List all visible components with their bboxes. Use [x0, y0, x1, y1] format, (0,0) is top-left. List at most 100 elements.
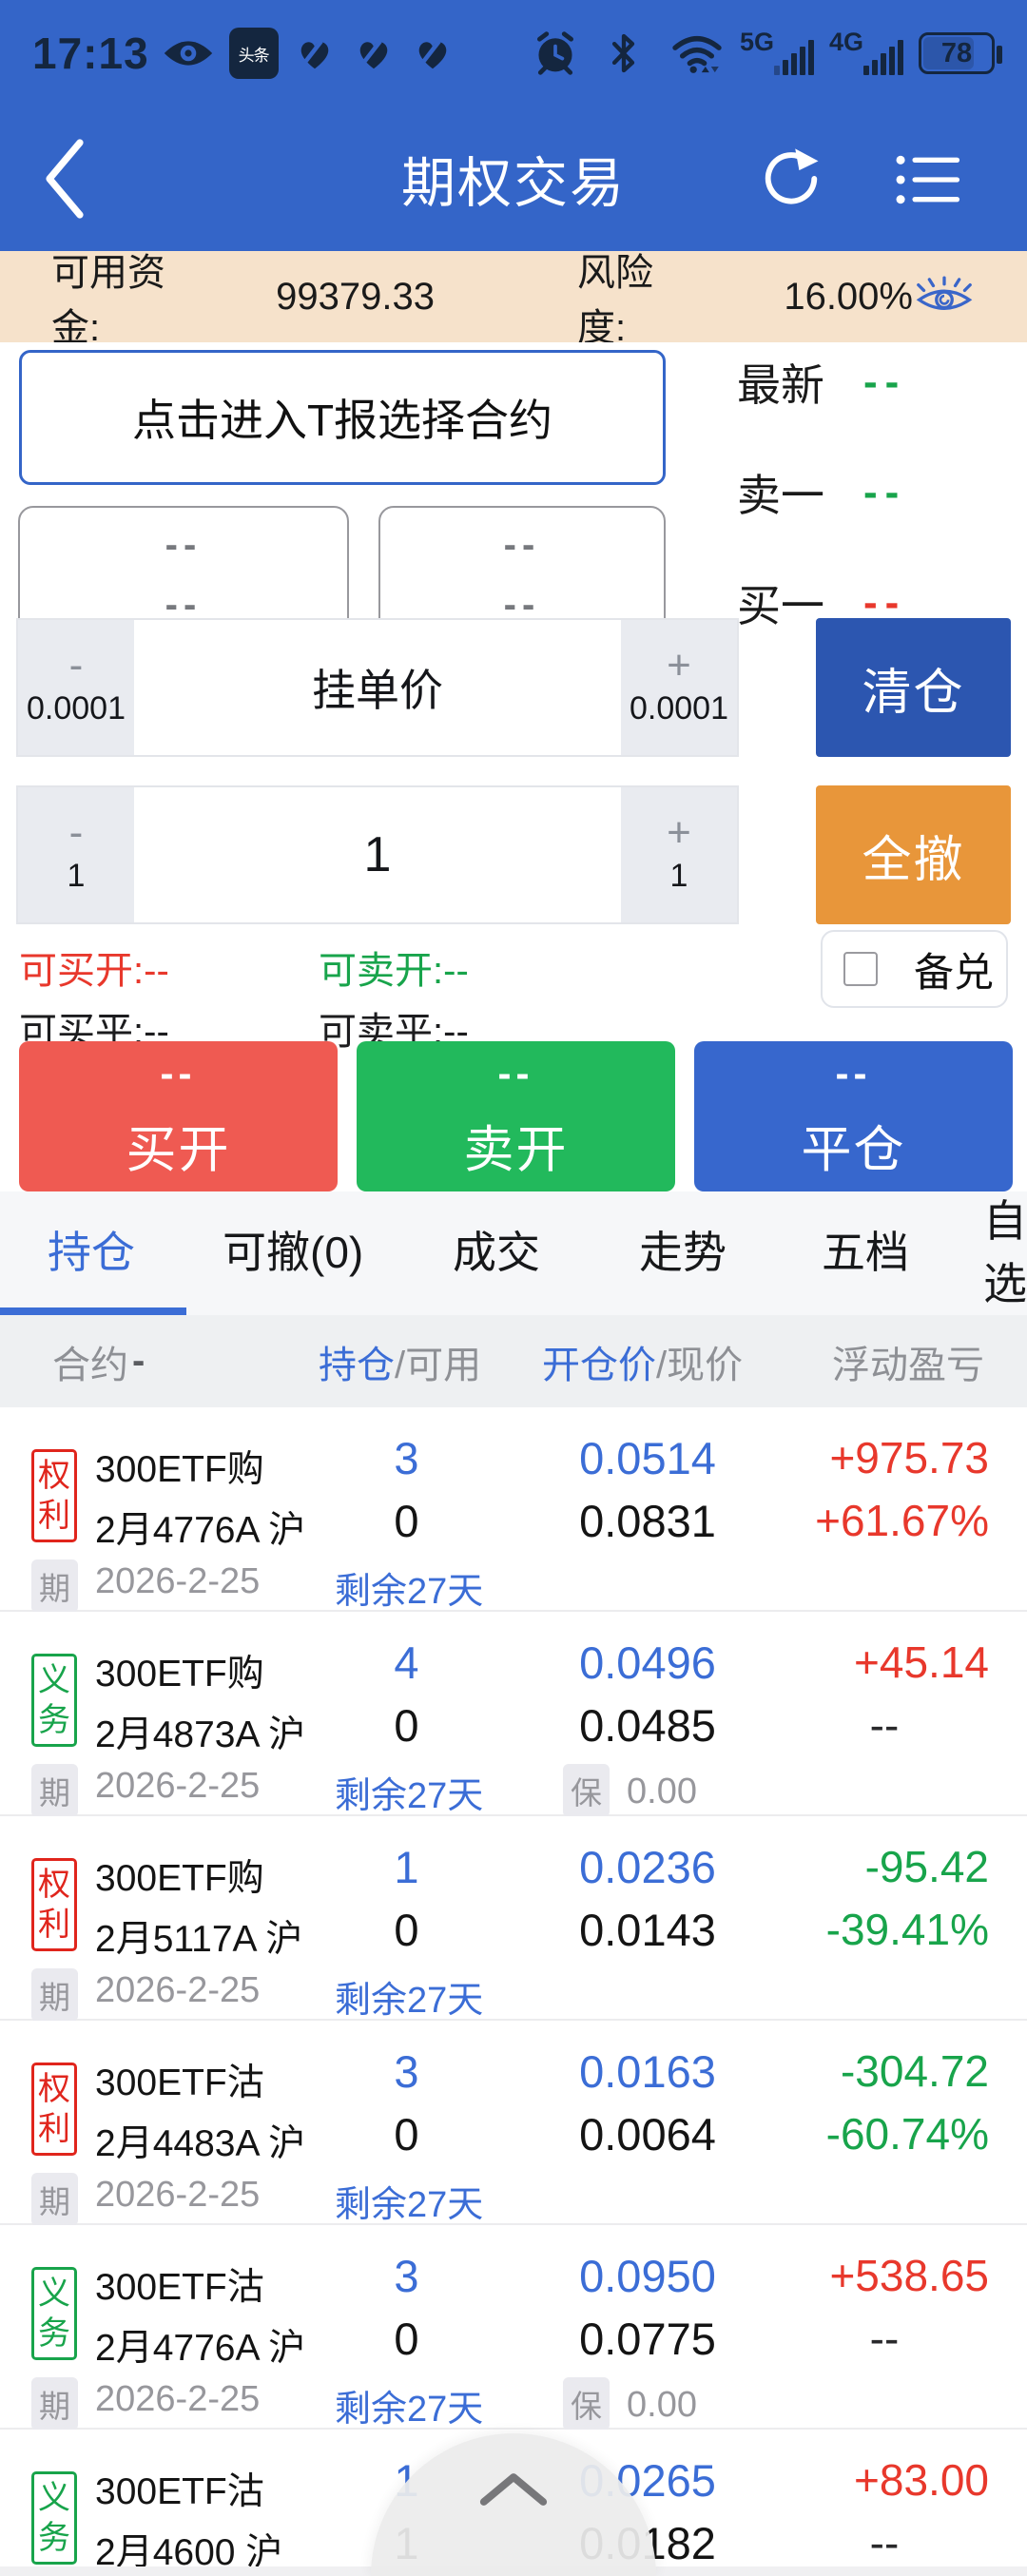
close-position-button[interactable]: -- 平仓 — [694, 1041, 1013, 1191]
minus-icon: - — [68, 808, 84, 856]
wifi-icon — [669, 31, 725, 75]
open-price: 0.0163 — [579, 2046, 716, 2097]
quantity-stepper: - 1 1 + 1 — [16, 785, 739, 924]
alarm-icon — [533, 30, 578, 76]
contract-detail: 2月4600 沪 — [95, 2532, 283, 2573]
quote-bid1-row[interactable]: 买一 -- — [704, 574, 1017, 631]
header-position-available[interactable]: 持仓/可用 — [319, 1344, 482, 1386]
qty-plus-button[interactable]: + 1 — [621, 787, 737, 922]
refresh-button[interactable] — [753, 141, 829, 217]
margin-value: 0.00 — [627, 1771, 697, 1811]
position-type-badge: 权利 — [31, 1858, 77, 1951]
tab-cancelable[interactable]: 可撤(0) — [223, 1228, 364, 1277]
current-price: 0.0485 — [579, 1700, 716, 1751]
battery-icon: 78 — [919, 32, 1002, 74]
close-position-price: -- — [835, 1051, 872, 1095]
days-remaining: 剩余27天 — [335, 1776, 484, 1816]
buy-open-button[interactable]: -- 买开 — [19, 1041, 338, 1191]
back-button[interactable] — [40, 133, 107, 224]
contract-name: 300ETF沽 — [95, 2471, 264, 2512]
position-row[interactable]: 义务 300ETF沽 2月4776A 沪 3 0 0.0950 0.0775 +… — [0, 2225, 1027, 2431]
expiry-date: 2026-2-25 — [95, 2175, 261, 2215]
margin-group: 保 0.00 — [563, 2375, 697, 2431]
bid1-label: 买一 — [737, 581, 824, 630]
menu-list-button[interactable] — [890, 148, 966, 211]
available-funds-value: 99379.33 — [276, 275, 435, 318]
tab-trend[interactable]: 走势 — [639, 1228, 727, 1277]
margin-tag: 保 — [563, 2377, 610, 2431]
qty-minus-button[interactable]: - 1 — [18, 787, 134, 922]
contract-detail: 2月4873A 沪 — [95, 1714, 306, 1755]
status-bar: 17:13 头条 5G — [0, 0, 1027, 107]
position-row[interactable]: 权利 300ETF购 2月4776A 沪 3 0 0.0514 0.0831 +… — [0, 1407, 1027, 1613]
open-price: 0.0496 — [579, 1637, 716, 1688]
expiry-date: 2026-2-25 — [95, 1766, 261, 1806]
quote-ask1-row[interactable]: 卖一 -- — [704, 464, 1017, 521]
tab-filled[interactable]: 成交 — [453, 1228, 540, 1277]
sell-open-price: -- — [497, 1051, 534, 1095]
pnl-percent: -60.74% — [825, 2109, 989, 2159]
tab-positions[interactable]: 持仓 — [48, 1228, 135, 1277]
tab-watchlist[interactable]: 自选 — [983, 1196, 1027, 1308]
margin-value: 0.00 — [627, 2384, 697, 2425]
position-row[interactable]: 义务 300ETF购 2月4873A 沪 4 0 0.0496 0.0485 +… — [0, 1612, 1027, 1817]
qty-step-value: 1 — [67, 857, 86, 894]
position-qty: 3 — [394, 1433, 419, 1483]
toutiao-app-icon: 头条 — [228, 28, 279, 79]
price-plus-button[interactable]: + 0.0001 — [621, 620, 737, 755]
available-qty: 0 — [394, 1905, 419, 1955]
chevron-up-icon — [479, 2473, 548, 2506]
signal-5g-icon: 5G — [740, 28, 814, 79]
select-contract-button[interactable]: 点击进入T报选择合约 — [19, 350, 666, 485]
heart-notification-icon — [410, 31, 455, 75]
row-footer: 期 2026-2-25 剩余27天 保 0.00 — [0, 2375, 1027, 2431]
placeholder-dash: -- — [503, 524, 541, 567]
expiry-tag: 期 — [31, 1968, 78, 2022]
covered-checkbox[interactable] — [843, 952, 878, 986]
position-row[interactable]: 权利 300ETF购 2月5117A 沪 1 0 0.0236 0.0143 -… — [0, 1816, 1027, 2022]
contract-detail: 2月4483A 沪 — [95, 2123, 306, 2164]
price-input[interactable]: 挂单价 — [312, 666, 443, 715]
pnl-percent: -- — [869, 2314, 900, 2363]
heart-notification-icon — [351, 31, 397, 75]
nav-bar: 期权交易 — [0, 107, 1027, 251]
toggle-visibility-eye-icon[interactable] — [913, 276, 976, 318]
price-minus-button[interactable]: - 0.0001 — [18, 620, 134, 755]
contract-detail: 2月5117A 沪 — [95, 1919, 303, 1960]
header-floating-pnl[interactable]: 浮动盈亏 — [832, 1344, 984, 1386]
sell-open-button[interactable]: -- 卖开 — [357, 1041, 675, 1191]
header-open-current-price[interactable]: 开仓价/现价 — [542, 1344, 744, 1386]
days-remaining: 剩余27天 — [335, 1572, 484, 1612]
position-type-badge: 义务 — [31, 2267, 77, 2360]
clock: 17:13 — [32, 29, 149, 78]
pnl-value: +538.65 — [829, 2251, 989, 2300]
quantity-input[interactable]: 1 — [363, 827, 392, 882]
tab-depth[interactable]: 五档 — [822, 1228, 909, 1277]
position-row[interactable]: 权利 300ETF沽 2月4483A 沪 3 0 0.0163 0.0064 -… — [0, 2021, 1027, 2226]
header-contract[interactable]: 合约 - — [52, 1340, 145, 1386]
expiry-date: 2026-2-25 — [95, 1970, 261, 2010]
covered-label: 备兑 — [914, 949, 995, 995]
plus-icon: + — [667, 641, 691, 688]
tab-bar: 持仓 可撤(0) 成交 走势 五档 自选 — [0, 1191, 1027, 1315]
sell-open-label: 卖开 — [463, 1122, 569, 1178]
covered-option-box[interactable]: 备兑 — [821, 930, 1008, 1008]
quote-last-row[interactable]: 最新 -- — [704, 354, 1017, 411]
clear-positions-button[interactable]: 清仓 — [816, 618, 1011, 757]
contract-name: 300ETF购 — [95, 1858, 264, 1899]
buy-open-label: 买开 — [126, 1122, 231, 1178]
position-type-badge: 权利 — [31, 2063, 77, 2156]
position-qty: 3 — [394, 2251, 419, 2301]
contract-name: 300ETF购 — [95, 1449, 264, 1490]
qty-step-value: 1 — [669, 857, 688, 894]
price-step-value: 0.0001 — [630, 689, 728, 726]
available-qty: 0 — [394, 1700, 419, 1751]
expiry-date: 2026-2-25 — [95, 2379, 261, 2419]
days-remaining: 剩余27天 — [335, 2185, 484, 2225]
risk-label: 风险度: — [577, 252, 653, 349]
buy-open-price: -- — [160, 1051, 197, 1095]
cancel-all-button[interactable]: 全撤 — [816, 785, 1011, 924]
last-price-label: 最新 — [737, 360, 824, 410]
contract-detail: 2月4776A 沪 — [95, 2328, 306, 2369]
